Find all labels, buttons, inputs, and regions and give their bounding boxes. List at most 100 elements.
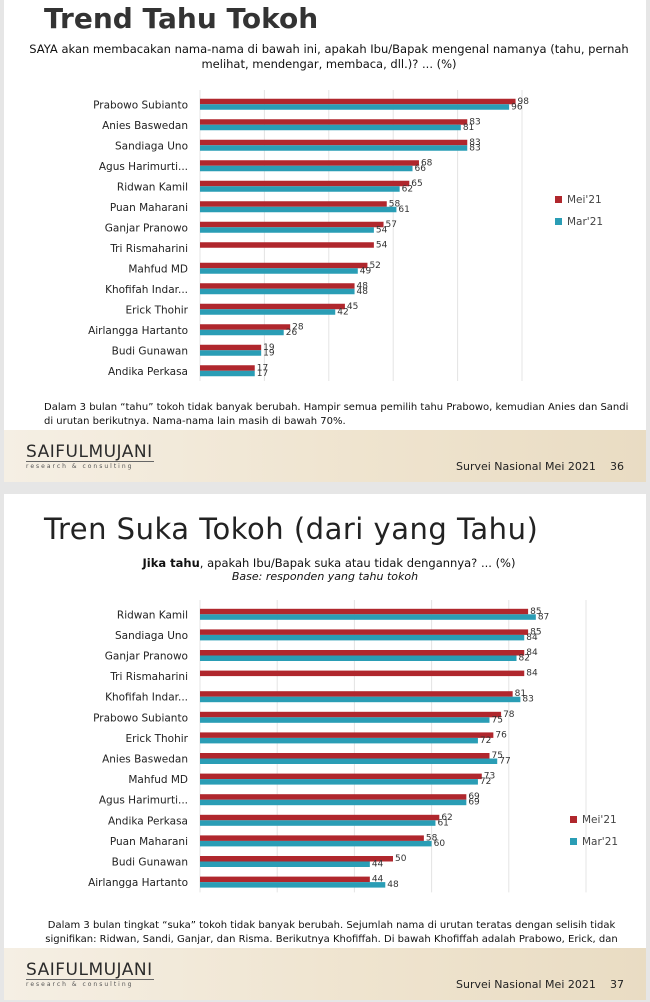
bar-mar21 xyxy=(200,614,536,620)
data-label: 62 xyxy=(441,813,452,823)
data-label: 48 xyxy=(387,880,399,890)
page-number: 37 xyxy=(610,978,624,991)
data-label: 42 xyxy=(337,307,348,317)
data-label: 83 xyxy=(469,138,480,148)
bar-mei21 xyxy=(200,180,410,187)
legend-label: Mar'21 xyxy=(582,836,618,848)
bar-mar21 xyxy=(200,145,468,151)
bar-mei21 xyxy=(200,814,440,821)
bar-mei21 xyxy=(200,732,494,738)
data-label: 48 xyxy=(357,287,369,297)
bar-mei21 xyxy=(200,711,502,718)
bar-mei21 xyxy=(200,139,468,146)
data-label: 83 xyxy=(469,143,480,153)
bar-mei21 xyxy=(200,242,374,248)
bar-mei21 xyxy=(200,98,516,105)
data-label: 44 xyxy=(372,860,384,870)
data-label: 58 xyxy=(389,199,401,209)
bar-mar21 xyxy=(200,309,336,315)
legend-label: Mar'21 xyxy=(567,216,603,228)
base-note: Base: responden yang tahu tokoh xyxy=(231,570,419,583)
legend-swatch xyxy=(570,838,577,845)
data-label: 96 xyxy=(511,102,523,112)
data-label: 50 xyxy=(395,854,407,864)
category-label: Anies Baswedan xyxy=(102,120,188,132)
bar-mar21 xyxy=(200,840,432,847)
bar-mei21 xyxy=(200,753,490,759)
survey-name: Survei Nasional Mei 2021 xyxy=(456,978,596,991)
data-label: 57 xyxy=(386,220,397,230)
data-label: 66 xyxy=(415,164,427,174)
data-label: 84 xyxy=(526,648,538,658)
category-label: Ridwan Kamil xyxy=(117,609,188,621)
bar-mei21 xyxy=(200,160,419,166)
data-label: 98 xyxy=(518,97,530,107)
legend-swatch xyxy=(570,816,577,823)
data-label: 81 xyxy=(463,123,474,133)
data-label: 85 xyxy=(530,627,541,637)
slide-footer: SAIFULMUJANI research & consulting Surve… xyxy=(4,430,646,482)
legend-swatch xyxy=(555,196,562,203)
data-label: 73 xyxy=(484,772,495,782)
bar-mar21 xyxy=(200,206,397,213)
data-label: 78 xyxy=(503,710,515,720)
category-label: Sandiaga Uno xyxy=(115,140,188,152)
bar-mei21 xyxy=(200,344,262,351)
bar-mar21 xyxy=(200,288,355,295)
bar-mei21 xyxy=(200,773,482,780)
bar-mar21 xyxy=(200,717,490,723)
data-label: 68 xyxy=(421,158,433,168)
bar-mar21 xyxy=(200,104,510,110)
data-label: 87 xyxy=(538,612,549,622)
survey-question: SAYA akan membacakan nama-nama di bawah … xyxy=(29,42,629,71)
data-label: 75 xyxy=(492,751,503,761)
bar-mar21 xyxy=(200,634,525,641)
data-label: 48 xyxy=(357,281,369,291)
survey-question: Jika tahu, apakah Ibu/Bapak suka atau ti… xyxy=(142,556,516,570)
data-label: 54 xyxy=(376,225,388,235)
bar-mar21 xyxy=(200,696,521,703)
data-label: 62 xyxy=(402,184,413,194)
bar-mar21 xyxy=(200,165,413,172)
category-label: Tri Rismaharini xyxy=(109,243,188,255)
category-label: Mahfud MD xyxy=(128,774,188,786)
data-label: 58 xyxy=(426,833,438,843)
data-label: 84 xyxy=(526,633,538,643)
category-label: Andika Perkasa xyxy=(108,366,188,378)
category-label: Airlangga Hartanto xyxy=(88,325,188,337)
bar-mar21 xyxy=(200,370,255,377)
data-label: 84 xyxy=(526,669,538,679)
category-label: Khofifah Indar... xyxy=(105,692,188,704)
slide-trend-tahu: Trend Tahu Tokoh SAYA akan membacakan na… xyxy=(4,0,646,482)
legend-label: Mei'21 xyxy=(567,194,602,206)
survey-name: Survei Nasional Mei 2021 xyxy=(456,460,596,473)
data-label: 61 xyxy=(398,205,409,215)
bar-mar21 xyxy=(200,820,436,826)
data-label: 83 xyxy=(522,695,533,705)
data-label: 49 xyxy=(360,266,372,276)
bar-mei21 xyxy=(200,691,513,697)
bar-mar21 xyxy=(200,655,517,661)
bar-mar21 xyxy=(200,227,374,233)
category-label: Anies Baswedan xyxy=(102,754,188,766)
data-label: 61 xyxy=(437,818,448,828)
bar-mei21 xyxy=(200,201,387,207)
bar-mei21 xyxy=(200,650,525,656)
data-label: 76 xyxy=(495,730,507,740)
category-label: Erick Thohir xyxy=(126,733,189,745)
bar-mei21 xyxy=(200,324,291,330)
category-label: Ganjar Pranowo xyxy=(105,222,188,234)
bar-mei21 xyxy=(200,794,467,800)
bar-mar21 xyxy=(200,329,284,336)
data-label: 65 xyxy=(411,179,422,189)
data-label: 69 xyxy=(468,792,480,802)
legend-label: Mei'21 xyxy=(582,814,617,826)
data-label: 60 xyxy=(434,839,446,849)
bar-mei21 xyxy=(200,262,368,269)
slide-footer: SAIFULMUJANI research & consulting Surve… xyxy=(4,948,646,1000)
data-label: 52 xyxy=(369,261,380,271)
bar-mar21 xyxy=(200,186,400,192)
bar-mei21 xyxy=(200,876,370,883)
category-label: Budi Gunawan xyxy=(112,857,188,869)
